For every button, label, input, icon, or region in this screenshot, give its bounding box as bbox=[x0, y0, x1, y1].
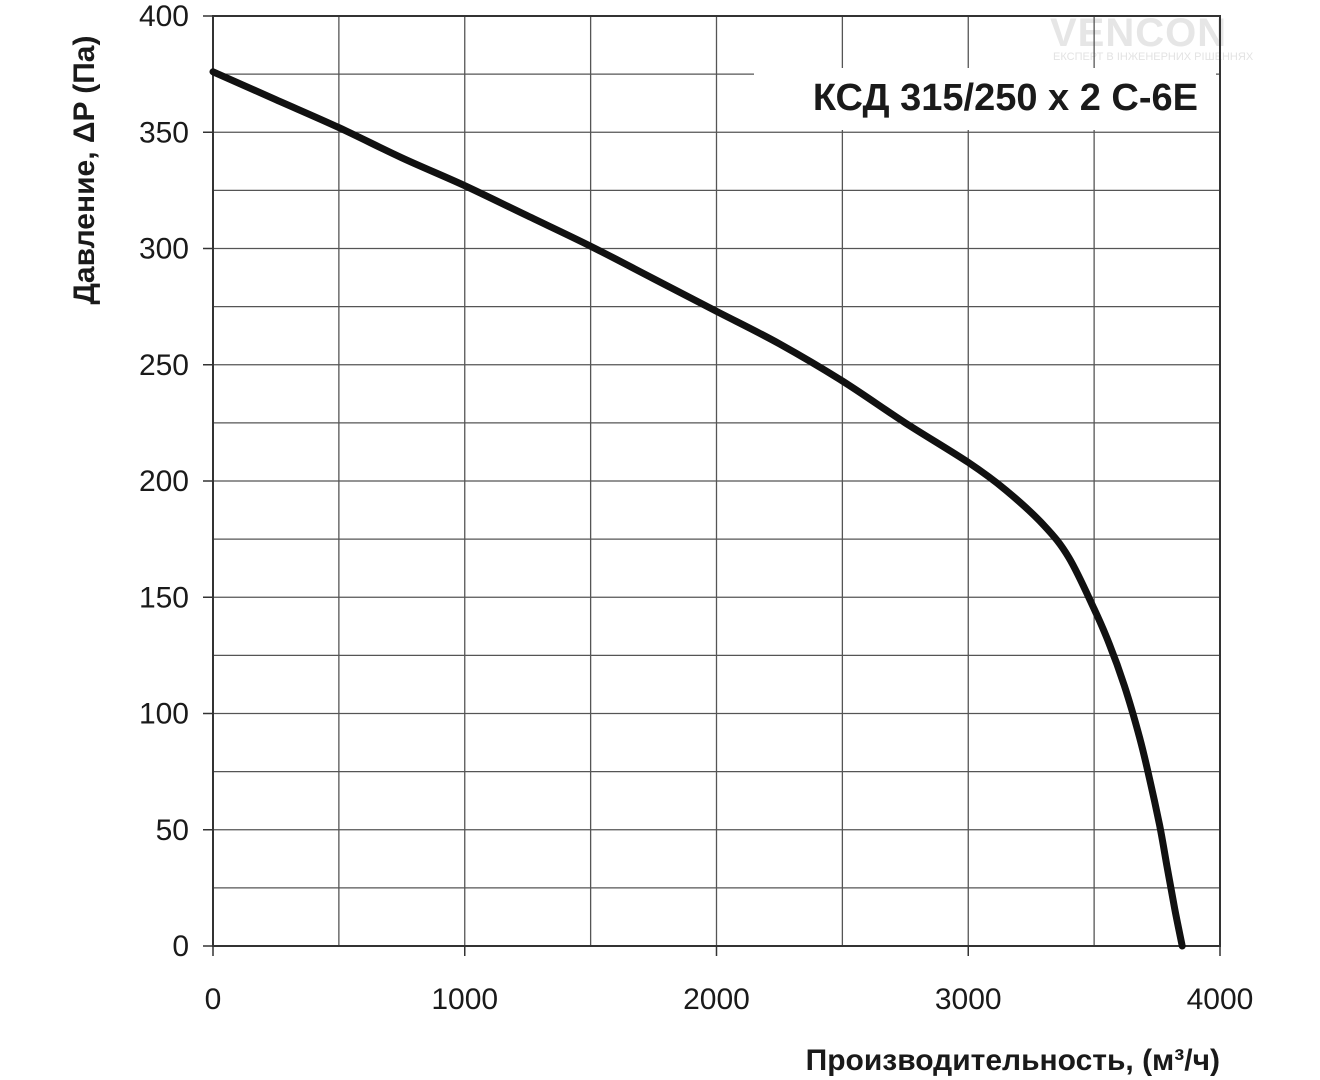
y-tick-label: 0 bbox=[172, 930, 189, 963]
y-axis-ticks: 0 50 100 150 200 250 300 350 400 bbox=[139, 0, 213, 963]
y-tick-label: 350 bbox=[139, 116, 189, 149]
x-axis-title: Производительность, (м³/ч) bbox=[806, 1044, 1220, 1077]
y-tick-label: 50 bbox=[156, 814, 189, 847]
model-label: КСД 315/250 x 2 С-6Е bbox=[813, 77, 1198, 119]
model-label-background bbox=[754, 68, 1216, 130]
watermark-tagline: ЕКСПЕРТ В ІНЖЕНЕРНИХ РІШЕННЯХ bbox=[1053, 51, 1254, 63]
performance-curve bbox=[209, 68, 1186, 950]
x-axis-ticks: 0 1000 2000 3000 4000 bbox=[205, 946, 1254, 1016]
watermark-brand: VENCON bbox=[1050, 11, 1227, 55]
y-tick-label: 100 bbox=[139, 698, 189, 731]
watermark-logo: VENCON ЕКСПЕРТ В ІНЖЕНЕРНИХ РІШЕННЯХ bbox=[1050, 11, 1254, 63]
grid-lines bbox=[212, 15, 1221, 947]
y-tick-label: 300 bbox=[139, 233, 189, 266]
y-axis-title: Давление, ΔP (Па) bbox=[68, 36, 101, 305]
x-tick-label: 3000 bbox=[935, 983, 1002, 1016]
x-tick-label: 0 bbox=[205, 983, 222, 1016]
x-tick-label: 1000 bbox=[431, 983, 498, 1016]
x-tick-label: 4000 bbox=[1187, 983, 1254, 1016]
y-tick-label: 400 bbox=[139, 0, 189, 33]
y-tick-label: 150 bbox=[139, 581, 189, 614]
x-tick-label: 2000 bbox=[683, 983, 750, 1016]
y-tick-label: 200 bbox=[139, 465, 189, 498]
y-tick-label: 250 bbox=[139, 349, 189, 382]
